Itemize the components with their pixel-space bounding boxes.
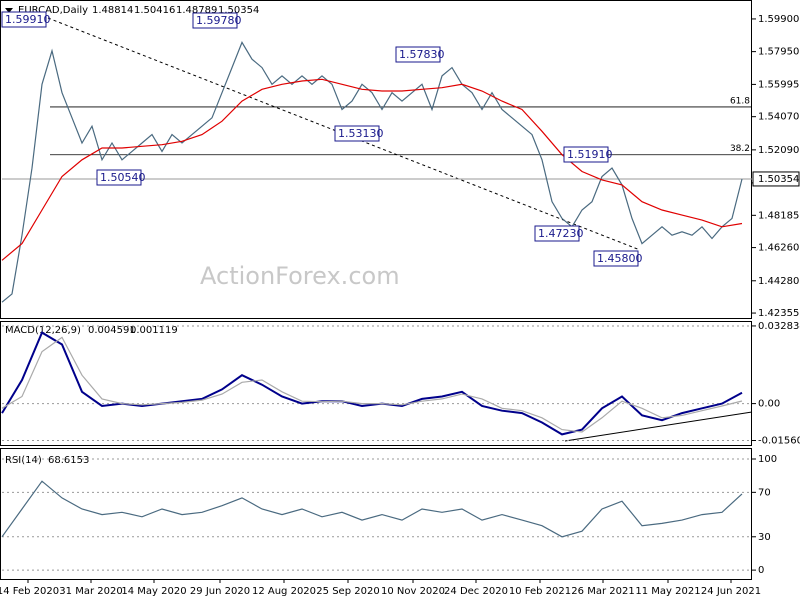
y-tick-label: 0.00 xyxy=(758,399,780,410)
menu-icon xyxy=(5,8,13,13)
y-tick-label: 70 xyxy=(758,487,771,498)
y-tick-label: 30 xyxy=(758,532,771,543)
y-tick-label: 1.44280 xyxy=(758,276,799,287)
series-line xyxy=(1,41,743,303)
series-line xyxy=(1,78,743,261)
y-tick-label: 1.52090 xyxy=(758,145,799,156)
rsi-title: RSI(14) xyxy=(5,455,42,466)
y-tick-label: 1.55995 xyxy=(758,79,799,90)
x-tick-label: 31 Mar 2020 xyxy=(59,586,122,597)
x-tick-label: 24 Dec 2020 xyxy=(444,586,508,597)
y-tick-label: 0.032834 xyxy=(758,321,800,332)
x-tick-label: 10 Feb 2021 xyxy=(509,586,571,597)
macd-title: MACD(12,26,9) xyxy=(5,325,81,336)
y-tick-label: 1.46260 xyxy=(758,243,799,254)
series-line xyxy=(1,336,743,433)
x-tick-label: 11 May 2021 xyxy=(635,586,700,597)
trend-line xyxy=(47,17,641,251)
annotation-box xyxy=(1,11,47,28)
y-tick-label: 1.48185 xyxy=(758,210,799,221)
ohlc-high: 1.50416 xyxy=(134,5,175,16)
annotation-label: 1.59910 xyxy=(5,13,51,26)
y-tick-label: 1.59900 xyxy=(758,14,799,25)
y-tick-label: 1.54070 xyxy=(758,112,799,123)
symbol-title: EURCAD,Daily xyxy=(18,5,88,16)
annotation-label: 1.57830 xyxy=(399,48,445,61)
x-tick-label: 14 May 2020 xyxy=(121,586,186,597)
x-tick-label: 25 Sep 2020 xyxy=(316,586,379,597)
annotation-label: 1.47230 xyxy=(538,227,584,240)
signal-value: 0.001119 xyxy=(130,325,178,336)
x-tick-label: 14 Feb 2020 xyxy=(0,586,59,597)
y-tick-label: 1.57950 xyxy=(758,47,799,58)
fib-label: 38.2 xyxy=(730,144,750,154)
annotation-label: 1.50540 xyxy=(100,171,146,184)
annotation-box xyxy=(563,146,609,163)
annotation-box xyxy=(96,169,142,186)
price-box xyxy=(752,171,800,187)
y-tick-label: 100 xyxy=(758,454,777,465)
macd-panel xyxy=(0,321,752,446)
rsi-value: 68.6153 xyxy=(48,455,89,466)
price-box-label: 1.50354 xyxy=(758,174,799,185)
annotation-box xyxy=(534,225,580,242)
rsi-panel xyxy=(0,448,752,580)
annotation-label: 1.45800 xyxy=(597,252,643,265)
annotation-box xyxy=(334,125,380,142)
y-tick-label: 1.42355 xyxy=(758,308,799,319)
watermark: ActionForex.com xyxy=(200,262,400,290)
series-line xyxy=(1,480,743,538)
ohlc-close: 1.50354 xyxy=(218,5,259,16)
annotation-box xyxy=(395,46,441,63)
series-line xyxy=(1,331,743,436)
x-tick-label: 26 Mar 2021 xyxy=(571,586,634,597)
annotation-label: 1.51910 xyxy=(567,148,613,161)
x-tick-label: 10 Nov 2020 xyxy=(381,586,445,597)
ohlc-open: 1.48814 xyxy=(92,5,133,16)
macd-trend-line xyxy=(564,411,753,442)
ohlc-low: 1.48789 xyxy=(176,5,217,16)
annotation-label: 1.59780 xyxy=(196,14,242,27)
x-tick-label: 24 Jun 2021 xyxy=(701,586,761,597)
annotation-box xyxy=(192,12,238,29)
x-tick-label: 29 Jun 2020 xyxy=(190,586,250,597)
fib-label: 61.8 xyxy=(730,96,750,106)
annotation-box xyxy=(593,250,639,267)
macd-value: 0.004591 xyxy=(88,325,136,336)
y-tick-label: -0.015604 xyxy=(758,436,800,447)
annotation-label: 1.53130 xyxy=(338,127,384,140)
main-panel xyxy=(0,0,752,319)
y-tick-label: 0 xyxy=(758,565,764,576)
x-tick-label: 12 Aug 2020 xyxy=(252,586,316,597)
